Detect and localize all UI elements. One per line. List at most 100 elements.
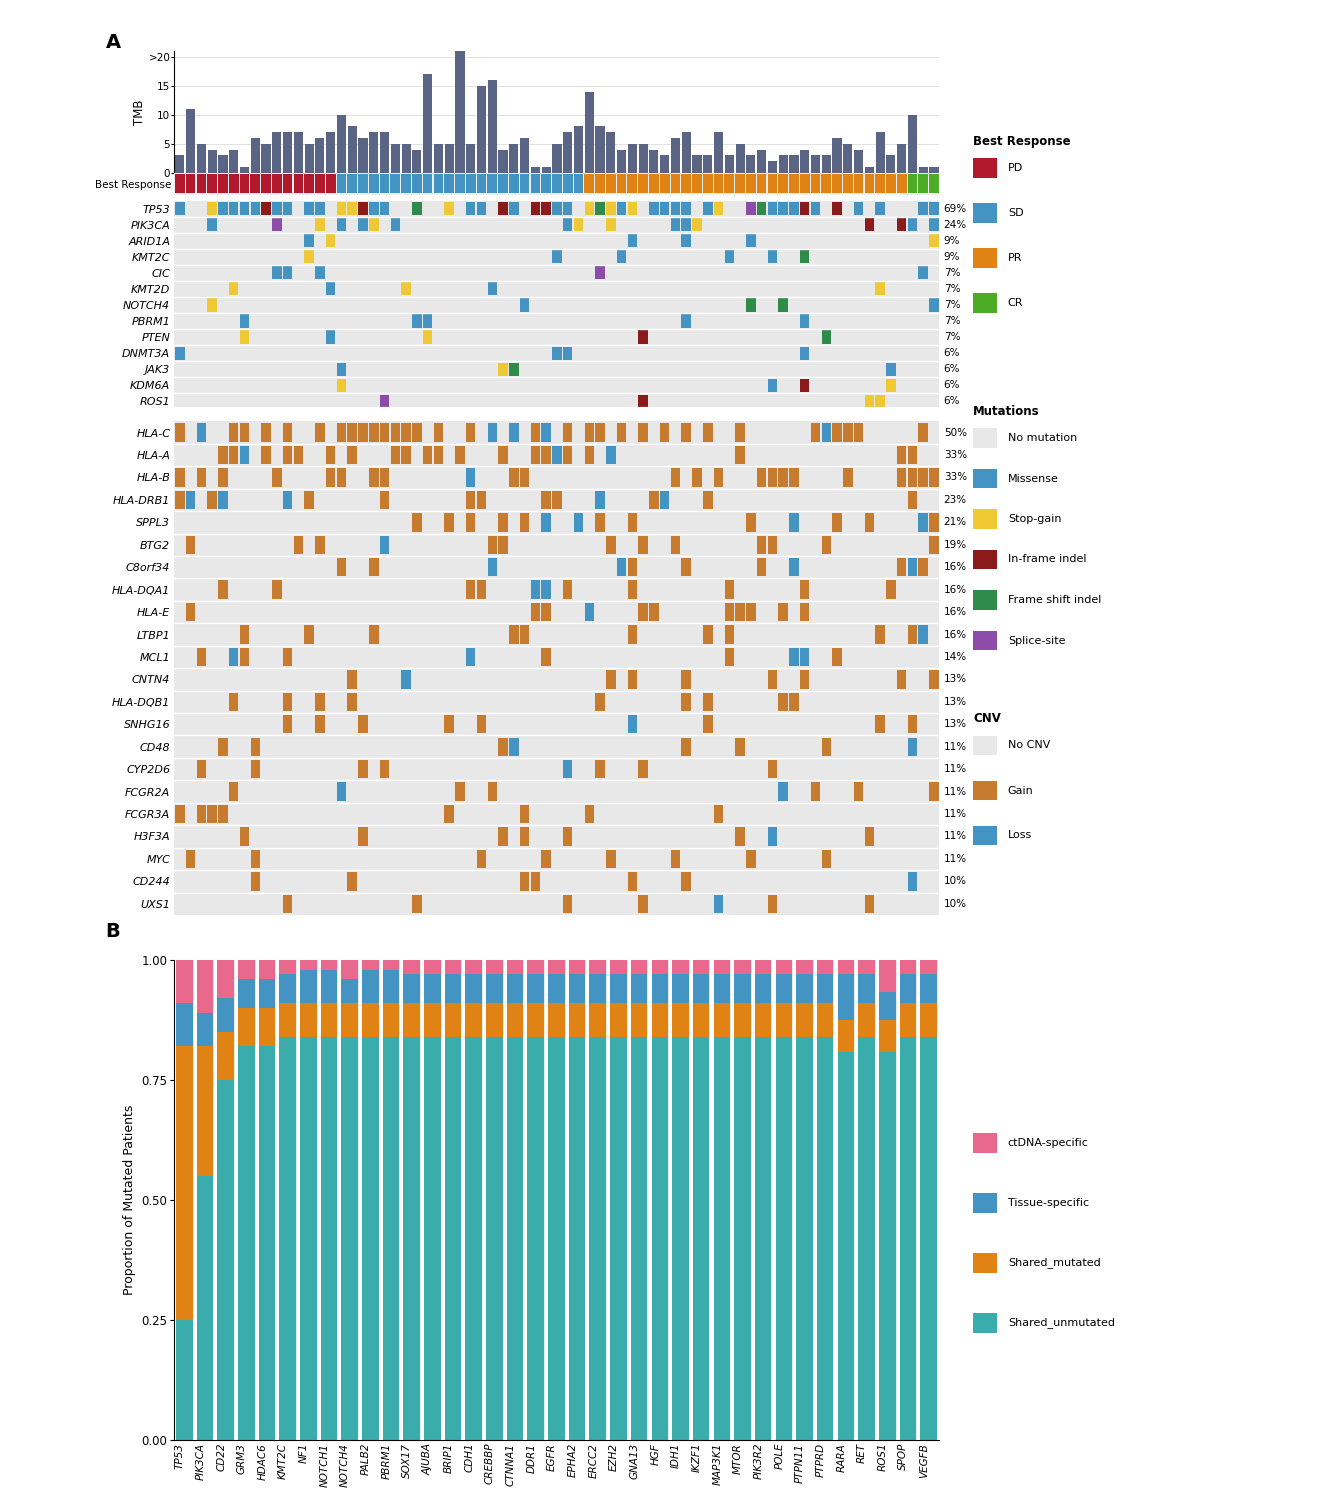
Bar xyxy=(800,251,809,264)
Bar xyxy=(294,468,303,486)
Bar xyxy=(219,828,228,846)
Bar xyxy=(921,960,938,975)
Bar xyxy=(734,1036,752,1440)
Bar xyxy=(757,558,766,576)
Bar xyxy=(725,446,734,464)
Bar xyxy=(650,423,659,442)
Bar xyxy=(530,693,539,711)
Bar xyxy=(466,330,475,344)
Bar xyxy=(219,558,228,576)
Bar xyxy=(219,871,228,891)
Bar xyxy=(682,849,691,868)
Bar xyxy=(272,423,282,442)
Bar xyxy=(251,446,260,464)
Bar xyxy=(746,468,756,486)
Bar xyxy=(821,648,831,666)
Bar xyxy=(229,648,239,666)
Bar xyxy=(650,558,659,576)
Bar xyxy=(337,871,346,891)
Bar xyxy=(391,330,400,344)
Bar xyxy=(875,738,884,756)
Bar xyxy=(896,346,906,360)
Bar xyxy=(251,670,260,688)
Bar xyxy=(530,394,539,408)
Bar xyxy=(509,738,518,756)
Bar xyxy=(283,266,293,279)
Bar xyxy=(692,626,702,644)
Bar xyxy=(735,693,745,711)
Bar xyxy=(208,423,217,442)
Bar xyxy=(423,378,432,392)
Bar xyxy=(455,670,464,688)
Bar xyxy=(326,298,336,312)
Bar xyxy=(358,394,368,408)
Bar xyxy=(294,894,303,914)
Bar xyxy=(272,806,282,824)
Bar xyxy=(466,871,475,891)
Bar xyxy=(879,1020,896,1053)
Bar xyxy=(660,828,670,846)
Bar xyxy=(294,558,303,576)
Bar xyxy=(800,315,809,327)
Bar xyxy=(811,282,820,296)
Bar xyxy=(596,670,605,688)
Bar xyxy=(725,330,734,344)
Bar xyxy=(660,156,670,172)
Bar xyxy=(896,760,906,778)
Bar xyxy=(671,849,680,868)
Bar xyxy=(692,513,702,531)
Bar xyxy=(692,871,702,891)
Bar xyxy=(217,960,235,999)
Bar xyxy=(778,394,788,408)
Bar xyxy=(358,174,368,194)
Bar xyxy=(455,51,464,172)
Bar xyxy=(305,760,314,778)
Bar xyxy=(541,716,552,734)
Bar xyxy=(272,871,282,891)
Bar xyxy=(217,1032,235,1080)
Bar xyxy=(401,828,411,846)
Bar xyxy=(817,1004,835,1036)
Bar xyxy=(380,446,389,464)
Bar xyxy=(864,783,874,801)
Bar xyxy=(703,849,713,868)
Bar xyxy=(455,828,464,846)
Bar xyxy=(229,298,239,312)
Bar xyxy=(197,513,207,531)
Bar xyxy=(918,693,927,711)
Bar xyxy=(487,266,497,279)
Bar xyxy=(197,423,207,442)
Bar xyxy=(800,298,809,312)
Bar xyxy=(907,202,917,214)
Bar xyxy=(562,648,573,666)
Bar xyxy=(800,150,809,172)
Bar xyxy=(617,693,627,711)
Bar xyxy=(639,536,648,554)
Bar xyxy=(433,828,443,846)
Bar xyxy=(682,346,691,360)
Bar xyxy=(735,558,745,576)
Bar xyxy=(229,693,239,711)
Bar xyxy=(197,266,207,279)
Bar xyxy=(240,174,250,194)
Bar xyxy=(444,960,463,975)
Bar xyxy=(348,468,357,486)
Bar xyxy=(832,234,841,248)
Bar xyxy=(864,760,874,778)
Bar xyxy=(219,446,228,464)
Bar xyxy=(326,828,336,846)
Bar xyxy=(864,330,874,344)
Bar xyxy=(369,490,378,508)
Bar xyxy=(337,217,346,231)
Bar xyxy=(433,363,443,376)
Bar xyxy=(262,298,271,312)
Bar xyxy=(714,580,723,598)
Bar xyxy=(187,217,196,231)
Bar xyxy=(832,738,841,756)
Bar xyxy=(219,394,228,408)
Bar xyxy=(219,282,228,296)
Bar xyxy=(821,446,831,464)
Bar xyxy=(466,468,475,486)
Bar xyxy=(650,603,659,621)
Bar xyxy=(187,849,196,868)
